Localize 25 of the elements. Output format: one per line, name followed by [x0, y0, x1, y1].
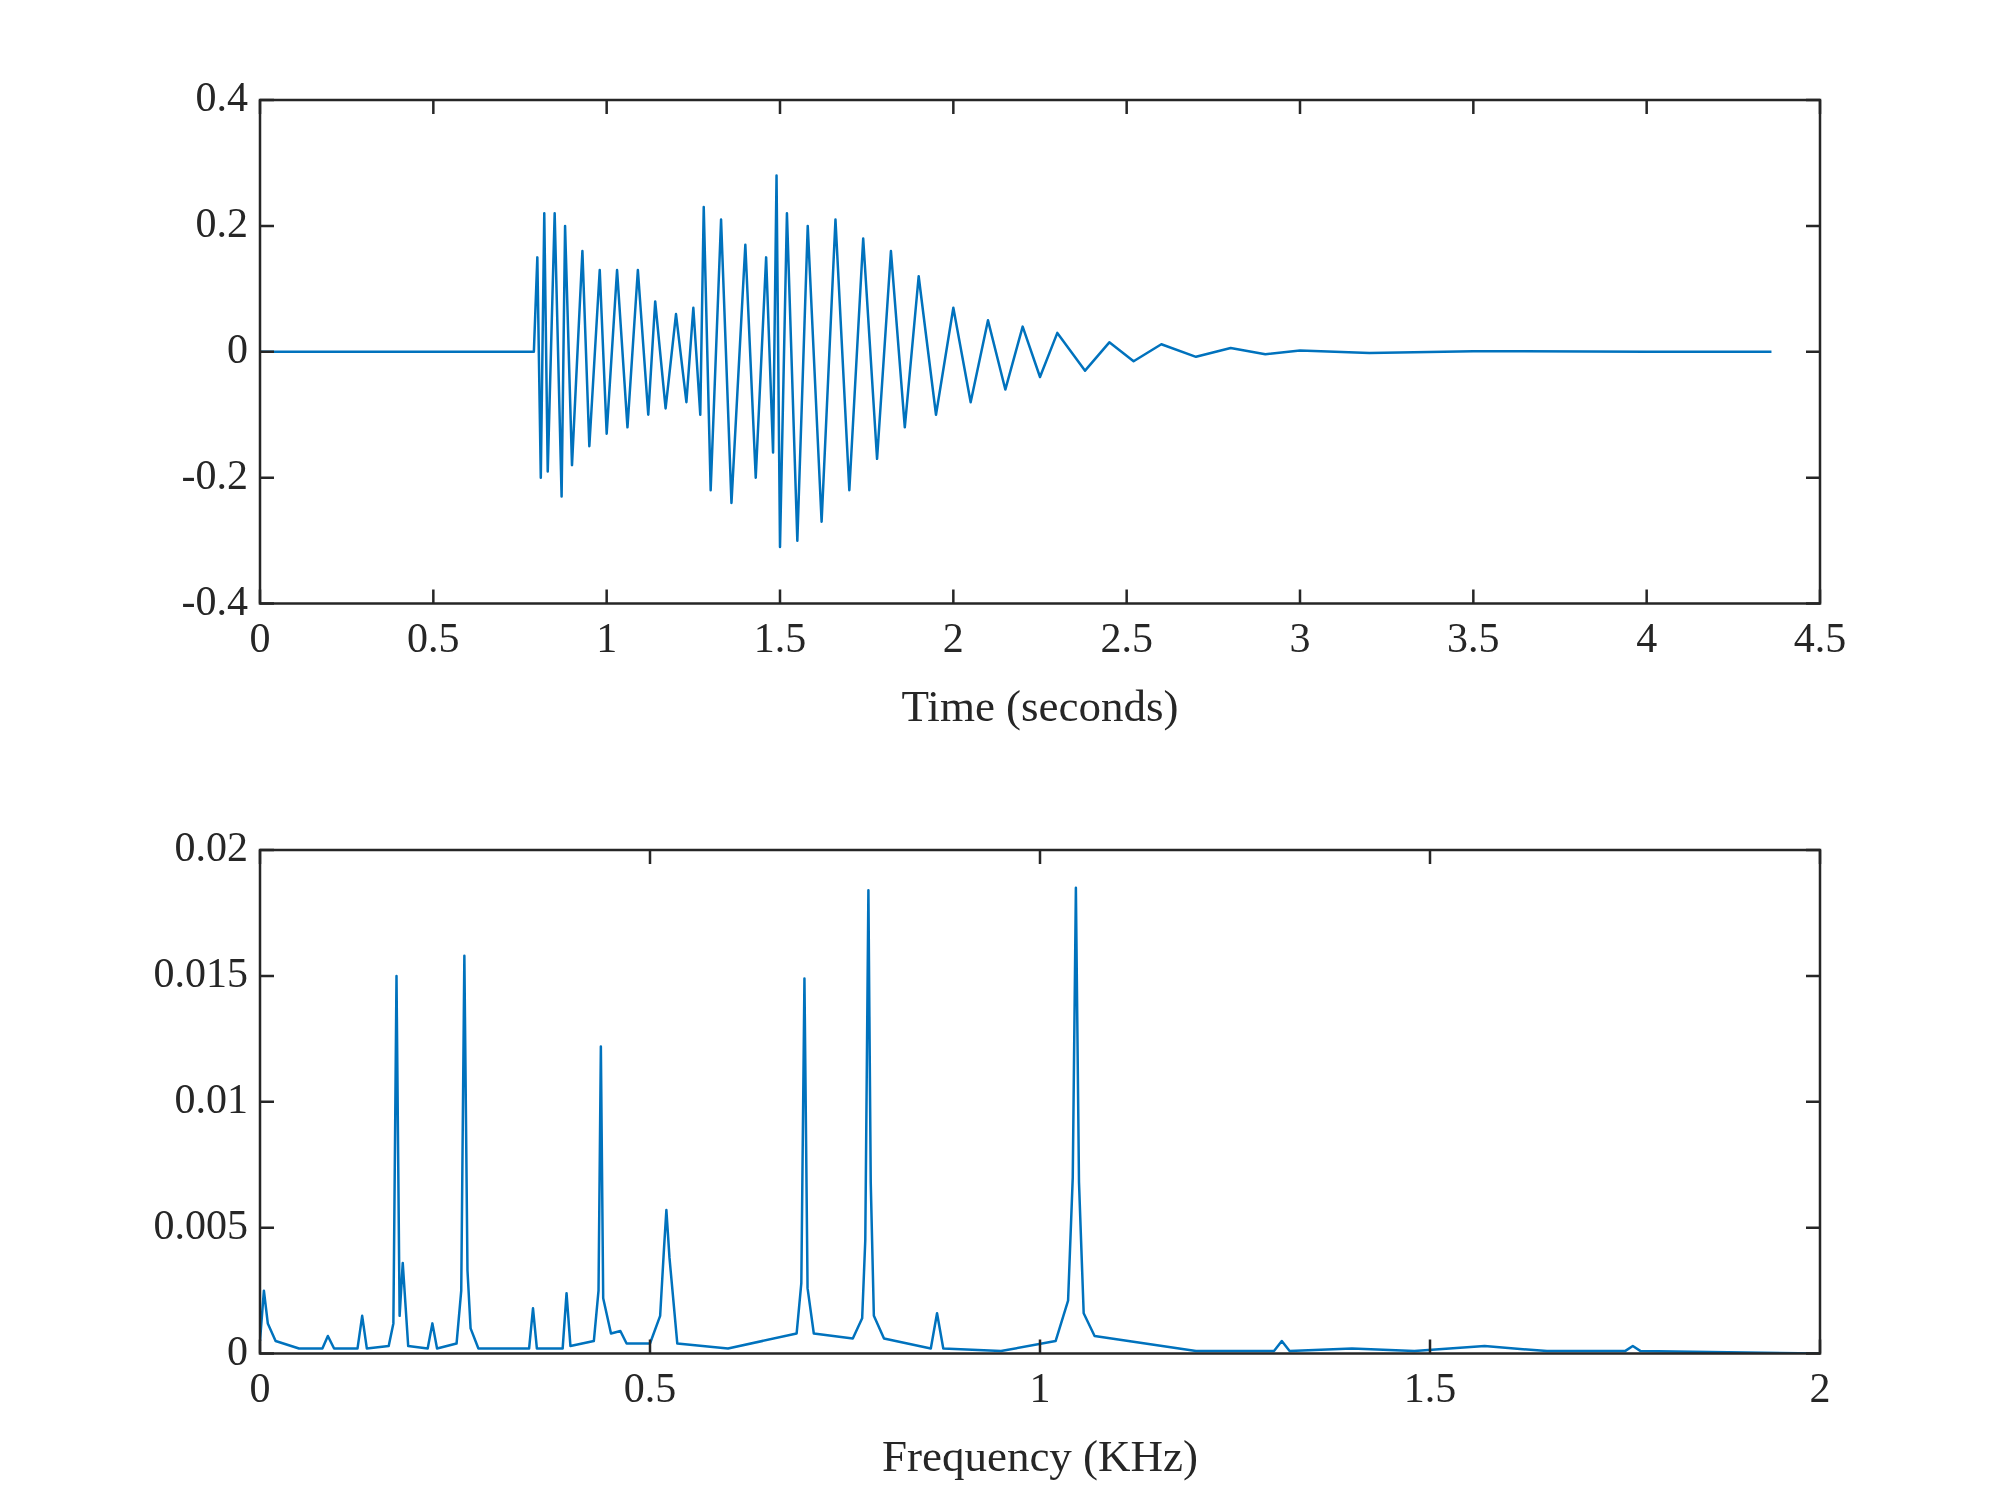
y-tick-label: 0.01 [174, 1075, 248, 1122]
x-tick-label: 1.5 [1403, 1364, 1457, 1411]
x-tick-label: 2.5 [1100, 614, 1153, 661]
y-tick-label: 0.015 [153, 949, 248, 996]
y-tick-label: 0 [227, 325, 248, 372]
x-tick-label: 0.5 [623, 1364, 677, 1411]
x-tick-label: 4.5 [1793, 614, 1847, 661]
y-tick-label: 0.005 [153, 1201, 248, 1248]
x-tick-label: 3.5 [1447, 614, 1500, 661]
x-tick-label: 2 [942, 614, 964, 661]
y-tick-label: 0.02 [174, 824, 248, 871]
x-tick-label: 3 [1289, 614, 1311, 661]
x-tick-label: 1 [1029, 1364, 1051, 1411]
y-tick-label: 0.4 [195, 74, 248, 121]
y-tick-label: 0 [227, 1327, 248, 1374]
x-tick-label: 4 [1636, 614, 1658, 661]
y-tick-label: -0.2 [181, 451, 248, 498]
x-axis-title: Time (seconds) [901, 680, 1179, 731]
y-tick-label: 0.2 [195, 199, 248, 246]
x-tick-label: 1 [596, 614, 618, 661]
x-tick-label: 0.5 [407, 614, 460, 661]
y-tick-label: -0.4 [181, 577, 248, 624]
x-tick-label: 1.5 [753, 614, 807, 661]
x-tick-label: 2 [1809, 1364, 1831, 1411]
x-axis-title: Frequency (KHz) [881, 1430, 1199, 1481]
